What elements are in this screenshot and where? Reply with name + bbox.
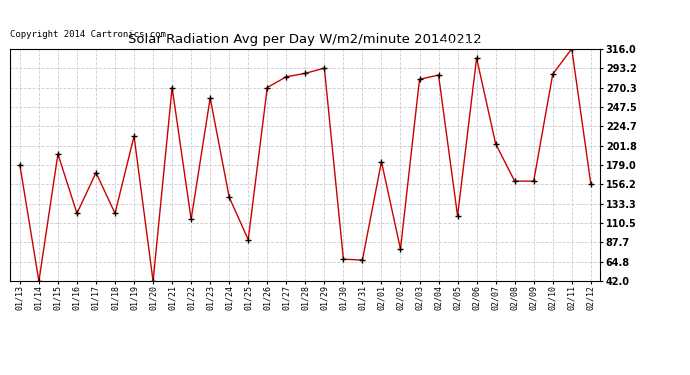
Text: Radiation  (W/m2/Minute): Radiation (W/m2/Minute) (443, 39, 571, 48)
Title: Solar Radiation Avg per Day W/m2/minute 20140212: Solar Radiation Avg per Day W/m2/minute … (128, 33, 482, 46)
Text: Copyright 2014 Cartronics.com: Copyright 2014 Cartronics.com (10, 30, 166, 39)
